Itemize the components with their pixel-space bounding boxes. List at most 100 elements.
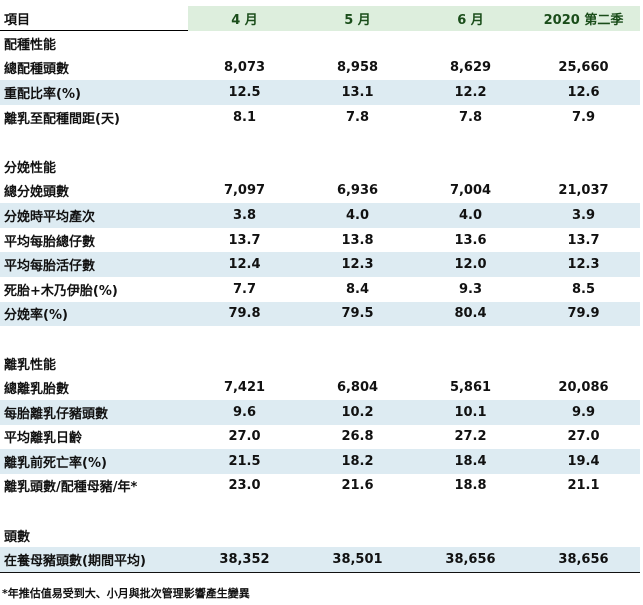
row-value: 12.0 xyxy=(414,252,527,277)
spacer-cell xyxy=(0,326,188,351)
spacer-cell xyxy=(188,498,301,523)
spacer-row xyxy=(0,326,640,351)
pig-performance-table: 項目 4 月 5 月 6 月 2020 第二季 配種性能 總配種頭數 8,073 8,… xyxy=(0,6,640,574)
section-title-empty-cell xyxy=(301,523,414,548)
row-value: 21.5 xyxy=(188,449,301,474)
row-value: 12.3 xyxy=(527,252,640,277)
section-title-empty-cell xyxy=(527,351,640,376)
header-item-label: 項目 xyxy=(0,6,188,31)
row-label: 在養母豬頭數(期間平均) xyxy=(0,547,188,574)
row-value: 4.0 xyxy=(301,203,414,228)
row-value: 7.8 xyxy=(458,109,483,125)
row-value: 26.8 xyxy=(341,429,374,445)
header-month-4: 4 月 xyxy=(188,6,301,31)
table-row: 離乳頭數/配種母豬/年* 23.0 21.6 18.8 21.1 xyxy=(0,474,640,499)
row-value: 8.5 xyxy=(571,281,596,297)
row-value: 7.8 xyxy=(345,109,370,125)
table-row: 總分娩頭數 7,097 6,936 7,004 21,037 xyxy=(0,179,640,204)
row-value: 13.6 xyxy=(454,232,487,248)
row-value: 12.4 xyxy=(188,252,301,277)
row-value: 79.8 xyxy=(188,301,301,327)
row-value: 38,352 xyxy=(188,547,301,574)
row-value: 38,656 xyxy=(414,547,527,574)
row-value: 3.8 xyxy=(188,203,301,228)
section-title-row: 離乳性能 xyxy=(0,351,640,376)
spacer-cell xyxy=(301,326,414,351)
spacer-cell xyxy=(0,498,188,523)
row-value: 9.9 xyxy=(527,399,640,425)
section-title-row: 配種性能 xyxy=(0,31,640,56)
table-row: 平均離乳日齡 27.0 26.8 27.2 27.0 xyxy=(0,425,640,450)
footnote: *年推估值易受到大、小月與批次管理影響產生變異 xyxy=(2,587,250,600)
row-value: 3.9 xyxy=(527,203,640,228)
row-value: 18.2 xyxy=(301,449,414,474)
row-value: 8,629 xyxy=(449,60,492,76)
section-title: 頭數 xyxy=(4,529,31,545)
row-value: 8,958 xyxy=(336,60,379,76)
section-title-empty-cell xyxy=(527,154,640,179)
section-title-empty-cell xyxy=(188,351,301,376)
row-label: 每胎離乳仔豬頭數 xyxy=(0,399,188,425)
header-quarter: 2020 第二季 xyxy=(527,6,640,31)
section-title-empty-cell xyxy=(188,523,301,548)
spacer-row xyxy=(0,129,640,154)
row-value: 21,037 xyxy=(558,183,609,199)
row-value: 12.2 xyxy=(414,80,527,105)
row-value: 4.0 xyxy=(414,203,527,228)
row-label: 重配比率(%) xyxy=(0,80,188,105)
table-row: 離乳前死亡率(%) 21.5 18.2 18.4 19.4 xyxy=(0,449,640,474)
section-title-empty-cell xyxy=(301,154,414,179)
section-title-empty-cell xyxy=(414,154,527,179)
section-title: 配種性能 xyxy=(4,37,57,53)
section-title-empty-cell xyxy=(301,351,414,376)
section-title-empty-cell xyxy=(527,523,640,548)
section-title-empty-cell xyxy=(414,31,527,56)
row-value: 23.0 xyxy=(228,478,261,494)
row-label: 平均離乳日齡 xyxy=(4,431,83,447)
row-value: 8.4 xyxy=(345,281,370,297)
table-row: 分娩時平均產次 3.8 4.0 4.0 3.9 xyxy=(0,203,640,228)
spacer-cell xyxy=(414,129,527,154)
spacer-cell xyxy=(414,498,527,523)
header-month-5: 5 月 xyxy=(301,6,414,31)
row-value: 7,097 xyxy=(223,183,266,199)
row-value: 10.2 xyxy=(301,399,414,425)
header-row: 項目 4 月 5 月 6 月 2020 第二季 xyxy=(0,6,640,31)
row-value: 6,936 xyxy=(336,183,379,199)
section-title: 分娩性能 xyxy=(4,160,57,176)
row-label: 總配種頭數 xyxy=(4,62,70,78)
row-value: 5,861 xyxy=(449,380,492,396)
row-value: 27.0 xyxy=(228,429,261,445)
row-value: 13.8 xyxy=(341,232,374,248)
row-label: 總分娩頭數 xyxy=(4,185,70,201)
spacer-row xyxy=(0,498,640,523)
row-label: 分娩時平均產次 xyxy=(0,203,188,228)
row-value: 7,004 xyxy=(449,183,492,199)
table-row: 在養母豬頭數(期間平均) 38,352 38,501 38,656 38,656 xyxy=(0,547,640,574)
spacer-cell xyxy=(0,129,188,154)
row-value: 9.6 xyxy=(188,399,301,425)
row-value: 79.9 xyxy=(527,301,640,327)
row-value: 21.1 xyxy=(567,478,600,494)
section-title: 離乳性能 xyxy=(4,357,57,373)
row-value: 20,086 xyxy=(558,380,609,396)
spacer-cell xyxy=(188,326,301,351)
table-row: 離乳至配種間距(天) 8.1 7.8 7.8 7.9 xyxy=(0,105,640,130)
row-value: 13.1 xyxy=(301,80,414,105)
section-title-empty-cell xyxy=(188,154,301,179)
table-row: 總配種頭數 8,073 8,958 8,629 25,660 xyxy=(0,56,640,81)
row-value: 18.8 xyxy=(454,478,487,494)
spacer-cell xyxy=(301,498,414,523)
row-label: 離乳至配種間距(天) xyxy=(4,111,120,127)
row-value: 12.3 xyxy=(301,252,414,277)
row-label: 離乳前死亡率(%) xyxy=(0,449,188,474)
section-title-empty-cell xyxy=(301,31,414,56)
row-label: 總離乳胎數 xyxy=(4,382,70,398)
spacer-cell xyxy=(188,129,301,154)
row-value: 38,656 xyxy=(527,547,640,574)
row-label: 平均每胎活仔數 xyxy=(0,252,188,277)
table-row: 分娩率(%) 79.8 79.5 80.4 79.9 xyxy=(0,301,640,327)
spacer-cell xyxy=(527,129,640,154)
row-value: 12.6 xyxy=(527,80,640,105)
row-value: 79.5 xyxy=(301,301,414,327)
